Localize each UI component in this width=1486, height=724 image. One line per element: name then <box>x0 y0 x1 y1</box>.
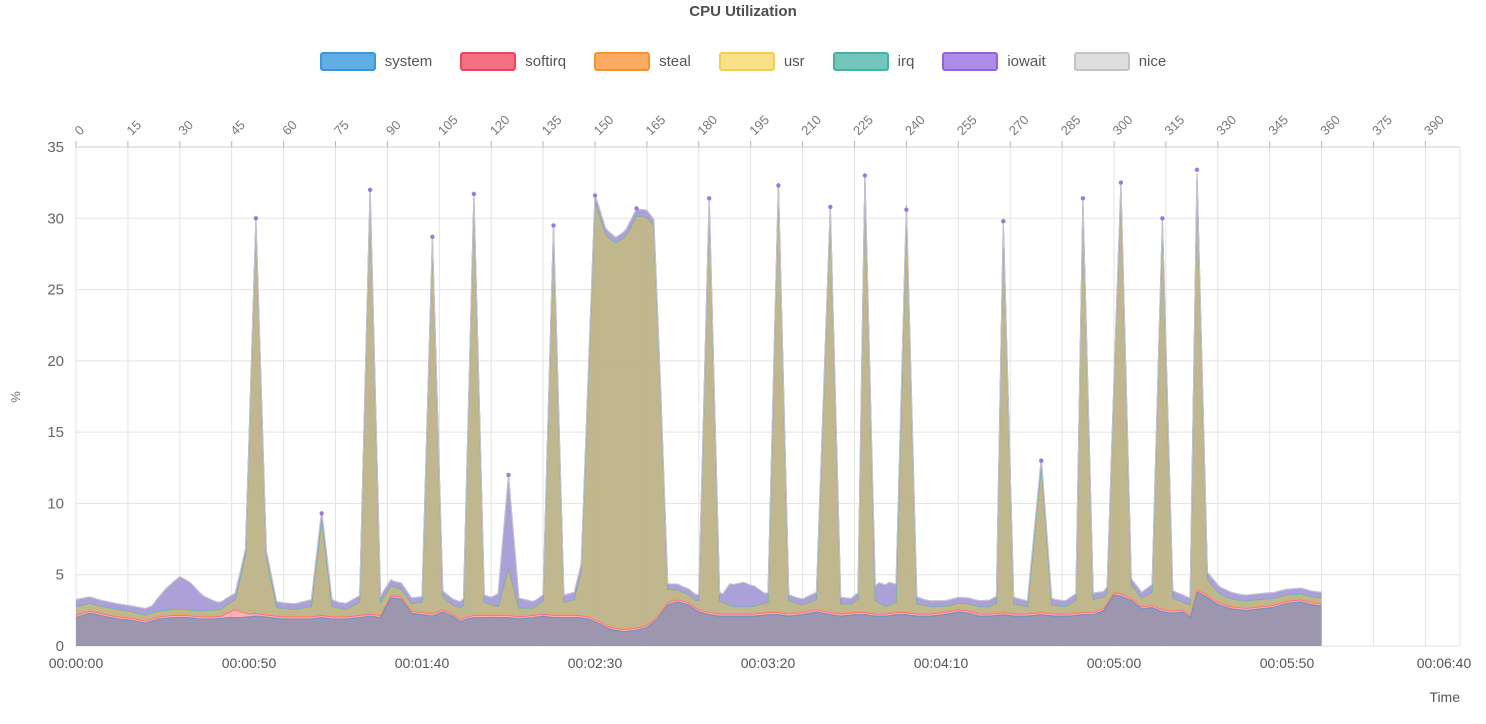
legend-swatch-nice <box>1073 52 1130 71</box>
legend-swatch-softirq <box>460 52 517 71</box>
top-tick-label: 105 <box>435 112 461 138</box>
legend-item-irq[interactable]: irq <box>832 52 915 71</box>
x-tick-label: 00:05:00 <box>1087 655 1142 671</box>
top-tick-label: 255 <box>954 112 980 138</box>
peak-marker <box>367 187 373 192</box>
top-tick-label: 60 <box>279 117 300 138</box>
legend-swatch-irq <box>832 52 889 71</box>
y-tick-label: 20 <box>47 353 64 370</box>
top-tick-label: 75 <box>331 117 352 138</box>
peak-marker <box>1118 180 1124 185</box>
top-tick-label: 210 <box>798 112 824 138</box>
top-tick-label: 345 <box>1265 112 1291 138</box>
legend: system softirq steal usr irq iowait nice <box>0 52 1486 71</box>
x-axis-label: Time <box>1429 689 1460 705</box>
legend-item-softirq[interactable]: softirq <box>460 52 566 71</box>
peak-marker <box>319 511 324 516</box>
legend-swatch-steal <box>594 52 651 71</box>
x-tick-label: 00:01:40 <box>395 655 450 671</box>
area-usr <box>76 181 1322 629</box>
y-tick-label: 0 <box>56 638 64 655</box>
top-tick-label: 0 <box>72 122 88 138</box>
x-tick-label: 00:00:00 <box>49 655 104 671</box>
top-tick-label: 120 <box>487 112 513 138</box>
legend-item-usr[interactable]: usr <box>718 52 805 71</box>
chart-title: CPU Utilization <box>689 3 797 20</box>
legend-item-nice[interactable]: nice <box>1073 52 1167 71</box>
peak-marker <box>471 191 477 197</box>
top-tick-label: 195 <box>746 112 772 138</box>
top-tick-label: 225 <box>850 112 876 138</box>
top-tick-label: 315 <box>1161 112 1187 138</box>
legend-item-system[interactable]: system <box>319 52 433 71</box>
peak-marker <box>592 193 598 198</box>
top-tick-label: 330 <box>1213 112 1239 138</box>
peak-marker <box>1039 458 1044 463</box>
legend-label-usr: usr <box>783 53 805 70</box>
legend-swatch-usr <box>718 52 775 71</box>
x-tick-label: 00:00:50 <box>222 655 277 671</box>
legend-label-system: system <box>384 53 433 70</box>
legend-label-nice: nice <box>1138 53 1167 70</box>
x-tick-label: 00:04:10 <box>914 655 969 671</box>
y-tick-label: 5 <box>56 567 64 584</box>
top-tick-label: 285 <box>1058 112 1084 138</box>
y-tick-label: 30 <box>47 210 64 227</box>
top-tick-label: 165 <box>642 112 668 138</box>
peak-marker <box>828 204 833 210</box>
x-tick-label: 00:06:40 <box>1417 655 1472 671</box>
top-tick-label: 30 <box>175 117 196 138</box>
peak-marker <box>1194 167 1200 172</box>
x-tick-label: 00:05:50 <box>1260 655 1315 671</box>
area-softirq <box>76 589 1322 632</box>
top-tick-label: 390 <box>1421 112 1447 138</box>
peak-marker <box>1001 218 1006 224</box>
top-tick-label: 375 <box>1369 112 1395 138</box>
top-tick-label: 270 <box>1006 112 1032 138</box>
peak-marker <box>430 234 435 239</box>
x-tick-label: 00:02:30 <box>568 655 623 671</box>
y-axis-label: % <box>8 391 23 403</box>
peak-marker <box>551 223 556 228</box>
peak-marker <box>862 173 868 178</box>
x-tick-label: 00:03:20 <box>741 655 796 671</box>
top-tick-label: 135 <box>539 112 565 138</box>
peak-marker <box>253 216 259 221</box>
top-tick-label: 180 <box>694 112 720 138</box>
peak-marker <box>506 472 511 478</box>
peak-marker <box>707 196 712 201</box>
top-tick-label: 300 <box>1110 112 1136 138</box>
top-tick-label: 360 <box>1317 112 1343 138</box>
peak-marker <box>1160 216 1165 221</box>
y-tick-label: 35 <box>47 139 64 156</box>
legend-item-iowait[interactable]: iowait <box>942 52 1046 71</box>
y-tick-label: 10 <box>47 495 64 512</box>
legend-item-steal[interactable]: steal <box>594 52 691 71</box>
legend-label-iowait: iowait <box>1007 53 1046 70</box>
top-tick-label: 90 <box>383 117 404 138</box>
legend-label-steal: steal <box>659 53 691 70</box>
legend-swatch-iowait <box>942 52 999 71</box>
peak-marker <box>776 183 781 188</box>
top-tick-label: 15 <box>123 117 144 138</box>
peak-marker <box>634 206 639 211</box>
legend-label-softirq: softirq <box>525 53 567 70</box>
y-tick-label: 25 <box>47 282 64 299</box>
peak-marker <box>1080 196 1086 201</box>
top-tick-label: 150 <box>591 112 617 138</box>
line-nice <box>75 173 1322 610</box>
top-tick-label: 45 <box>227 117 248 138</box>
peak-marker <box>904 207 909 212</box>
legend-swatch-system <box>319 52 376 71</box>
y-tick-label: 15 <box>47 424 64 441</box>
legend-label-irq: irq <box>897 53 915 70</box>
top-tick-label: 240 <box>902 112 928 138</box>
